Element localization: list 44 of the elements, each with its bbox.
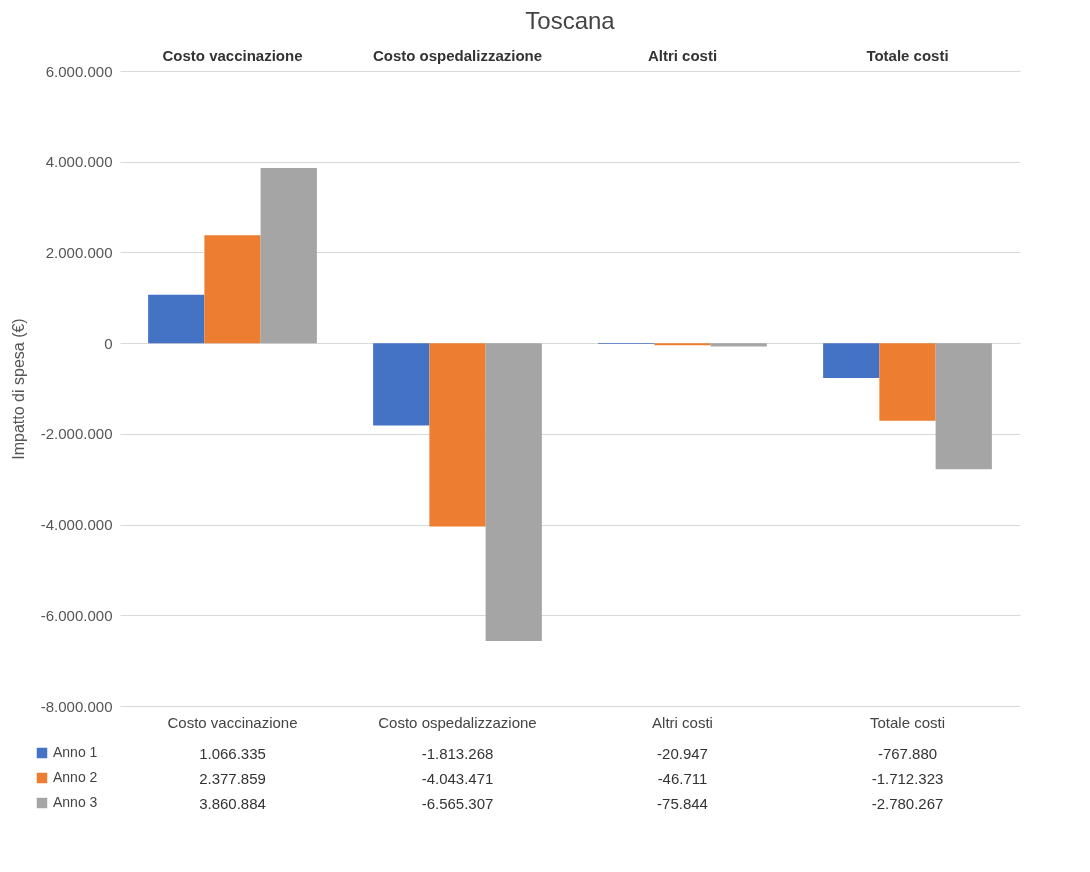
data-label: 1.066.335 — [199, 745, 266, 762]
data-label: -46.711 — [657, 770, 708, 787]
category-label: Altri costi — [647, 46, 718, 64]
legend-label: Anno 2 — [53, 769, 98, 785]
bar — [429, 343, 486, 527]
bar — [148, 294, 205, 344]
y-tick-label: -8.000.000 — [40, 697, 113, 715]
category-label: Totale costi — [866, 46, 949, 64]
bar — [485, 343, 542, 641]
y-tick-label: 0 — [104, 334, 113, 352]
data-label: -1.712.323 — [871, 770, 944, 787]
y-tick-label: -6.000.000 — [40, 606, 113, 624]
y-axis-title: Impatto di spesa (€) — [9, 318, 27, 460]
data-label: 2.377.859 — [199, 770, 266, 787]
bar — [935, 343, 992, 470]
data-label: 3.860.884 — [199, 795, 266, 812]
y-tick-label: 4.000.000 — [45, 153, 113, 171]
bar — [204, 235, 261, 344]
data-label: -2.780.267 — [871, 795, 944, 812]
data-label: -767.880 — [877, 745, 938, 762]
legend-label: Anno 1 — [53, 744, 98, 760]
y-tick-label: -4.000.000 — [40, 516, 113, 534]
x-tick-label: Altri costi — [652, 714, 713, 731]
category-label: Costo vaccinazione — [162, 46, 303, 64]
bar — [260, 168, 317, 344]
chart-title: Toscana — [525, 7, 616, 34]
x-tick-label: Totale costi — [869, 714, 946, 731]
y-tick-label: 6.000.000 — [45, 62, 113, 80]
bar — [654, 343, 711, 346]
legend-label: Anno 3 — [53, 794, 98, 810]
category-label: Costo ospedalizzazione — [372, 46, 543, 64]
y-tick-label: 2.000.000 — [45, 243, 113, 261]
x-tick-label: Costo vaccinazione — [167, 714, 298, 731]
bar — [710, 343, 767, 347]
data-label: -20.947 — [657, 745, 708, 762]
data-label: -75.844 — [657, 795, 708, 812]
y-tick-label: -2.000.000 — [40, 425, 113, 443]
bar — [879, 343, 936, 421]
bar — [373, 343, 430, 426]
x-tick-label: Costo ospedalizzazione — [378, 714, 537, 731]
data-label: -1.813.268 — [421, 745, 494, 762]
data-label: -4.043.471 — [421, 770, 494, 787]
data-label: -6.565.307 — [421, 795, 494, 812]
bar — [823, 343, 880, 378]
